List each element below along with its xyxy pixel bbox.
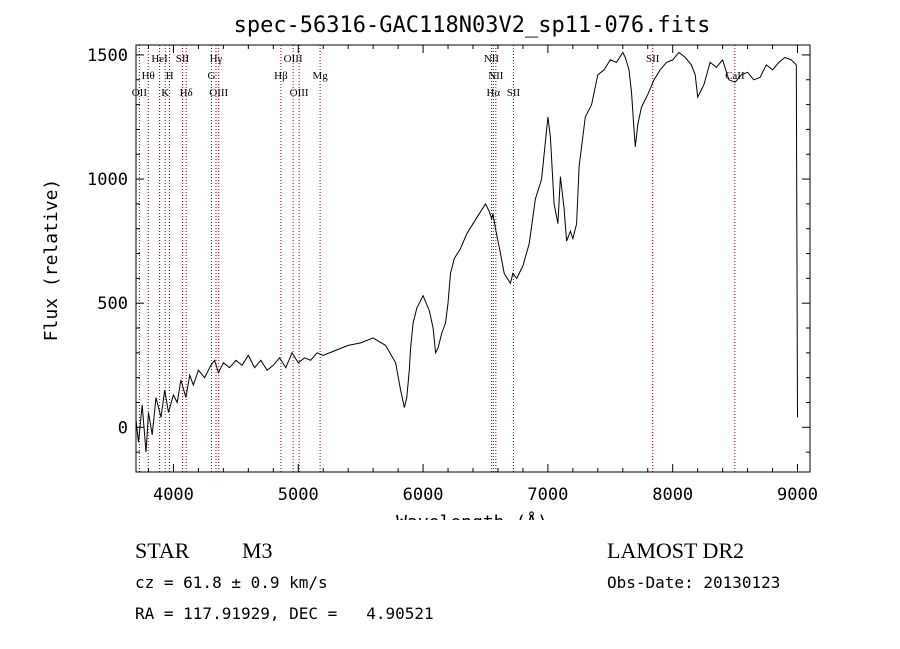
line-label: SII	[646, 53, 660, 65]
line-label: Hβ	[274, 70, 288, 82]
spectrum-chart: spec-56316-GAC118N03V2_sp11-076.fits OII…	[41, 13, 818, 520]
x-axis-label: Wavelength (Å)	[396, 511, 548, 520]
line-label: OIII	[209, 87, 228, 99]
line-label: SII	[507, 87, 521, 99]
y-tick-label: 1000	[87, 170, 128, 190]
object-subclass: M3	[242, 538, 273, 563]
line-label: HeI	[151, 53, 168, 65]
line-label: K	[161, 87, 169, 99]
line-label: CaII	[725, 70, 745, 82]
plot-frame	[135, 44, 811, 473]
object-class: STAR	[135, 538, 190, 563]
line-label: NII	[484, 53, 500, 65]
y-tick-label: 500	[97, 294, 128, 314]
line-label: OII	[132, 87, 148, 99]
line-label: G	[208, 70, 216, 82]
coordinates: RA = 117.91929, DEC = 4.90521	[135, 604, 434, 623]
y-axis-ticks: 0 500 1000 1500	[87, 46, 810, 453]
y-tick-label: 1500	[87, 46, 128, 66]
spectral-line-markers	[138, 45, 736, 472]
x-tick-label: 7000	[527, 485, 568, 505]
line-label: Hθ	[142, 70, 155, 82]
redshift-velocity: cz = 61.8 ± 0.9 km/s	[135, 573, 328, 592]
observation-date: Obs-Date: 20130123	[607, 573, 781, 592]
x-tick-label: 5000	[278, 485, 319, 505]
line-label: Hδ	[180, 87, 193, 99]
spectrum-line	[135, 51, 798, 453]
x-axis-ticks: 4000 5000 6000 7000 8000 9000	[147, 45, 818, 505]
line-label: OIII	[284, 53, 303, 65]
chart-title: spec-56316-GAC118N03V2_sp11-076.fits	[234, 13, 711, 38]
line-label: Mg	[312, 70, 328, 82]
line-label: OIII	[290, 87, 309, 99]
spectral-line-labels: OIIHθHeIKHSIIHδGHγOIIIHβOIIIOIIIMgNIINII…	[132, 53, 745, 99]
y-axis-label: Flux (relative)	[41, 179, 62, 342]
x-tick-label: 9000	[777, 485, 818, 505]
line-label: Hγ	[210, 53, 223, 65]
survey-name: LAMOST DR2	[607, 538, 745, 563]
x-tick-label: 8000	[652, 485, 693, 505]
line-label: H	[166, 70, 174, 82]
x-tick-label: 4000	[153, 485, 194, 505]
line-label: Hα	[486, 87, 500, 99]
line-label: NII	[488, 70, 504, 82]
line-label: SII	[176, 53, 190, 65]
y-tick-label: 0	[118, 418, 128, 438]
x-tick-label: 6000	[403, 485, 444, 505]
